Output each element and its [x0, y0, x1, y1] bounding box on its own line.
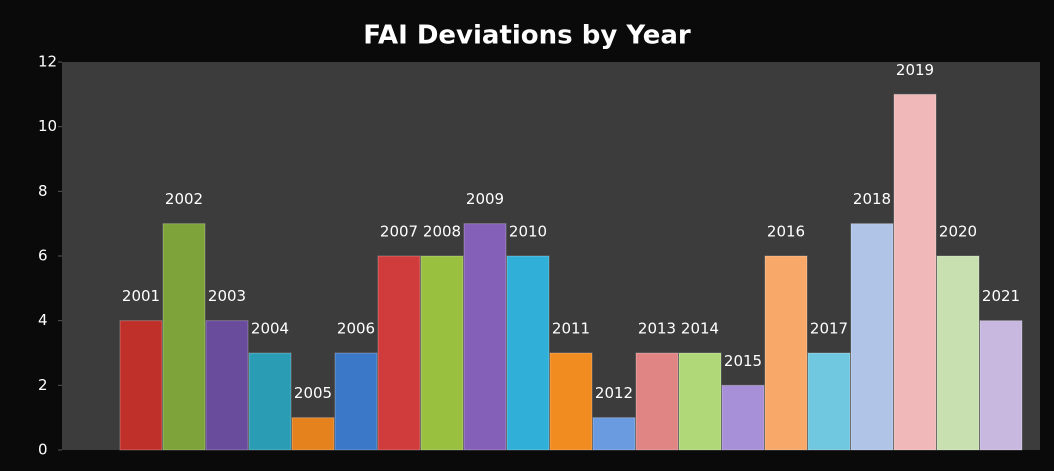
bar-category-label: 2021: [982, 287, 1020, 305]
bar-category-label: 2016: [767, 223, 805, 241]
bar: [549, 352, 593, 451]
bar: [248, 352, 292, 451]
bar: [635, 352, 679, 451]
bar-category-label: 2012: [595, 384, 633, 402]
bar-category-label: 2010: [509, 223, 547, 241]
bar-category-label: 2002: [165, 190, 203, 208]
bar-category-label: 2013: [638, 320, 676, 338]
bar-category-label: 2005: [294, 384, 332, 402]
bar: [420, 255, 464, 451]
bar-category-label: 2015: [724, 352, 762, 370]
bar: [807, 352, 851, 451]
y-tick-label: 6: [38, 247, 48, 265]
bar-category-label: 2011: [552, 320, 590, 338]
bar-category-label: 2019: [896, 61, 934, 79]
bar-category-label: 2020: [939, 223, 977, 241]
bar-category-label: 2017: [810, 320, 848, 338]
y-tick-label: 4: [38, 311, 48, 329]
bar-category-label: 2007: [380, 223, 418, 241]
bar: [592, 417, 636, 451]
bar-category-label: 2018: [853, 190, 891, 208]
bar: [205, 320, 249, 451]
y-tick-label: 12: [38, 53, 57, 71]
bar-category-label: 2008: [423, 223, 461, 241]
bar-category-label: 2009: [466, 190, 504, 208]
bar: [463, 223, 507, 451]
bar-category-label: 2014: [681, 320, 719, 338]
chart-title: FAI Deviations by Year: [363, 21, 691, 51]
bar: [678, 352, 722, 451]
y-tick-label: 2: [38, 376, 48, 394]
y-tick-label: 10: [38, 117, 57, 135]
bar: [850, 223, 894, 451]
y-tick-label: 0: [38, 441, 48, 459]
bar: [291, 417, 335, 451]
bar-category-label: 2003: [208, 287, 246, 305]
bar-category-label: 2001: [122, 287, 160, 305]
bar: [377, 255, 421, 451]
bar: [936, 255, 980, 451]
bar: [893, 93, 937, 451]
bar: [506, 255, 550, 451]
bar: [764, 255, 808, 451]
bar: [979, 320, 1023, 451]
bar-category-label: 2006: [337, 320, 375, 338]
y-tick-label: 8: [38, 182, 48, 200]
bar-category-label: 2004: [251, 320, 289, 338]
bar: [334, 352, 378, 451]
bar: [162, 223, 206, 451]
bar: [721, 384, 765, 451]
bar: [119, 320, 163, 451]
